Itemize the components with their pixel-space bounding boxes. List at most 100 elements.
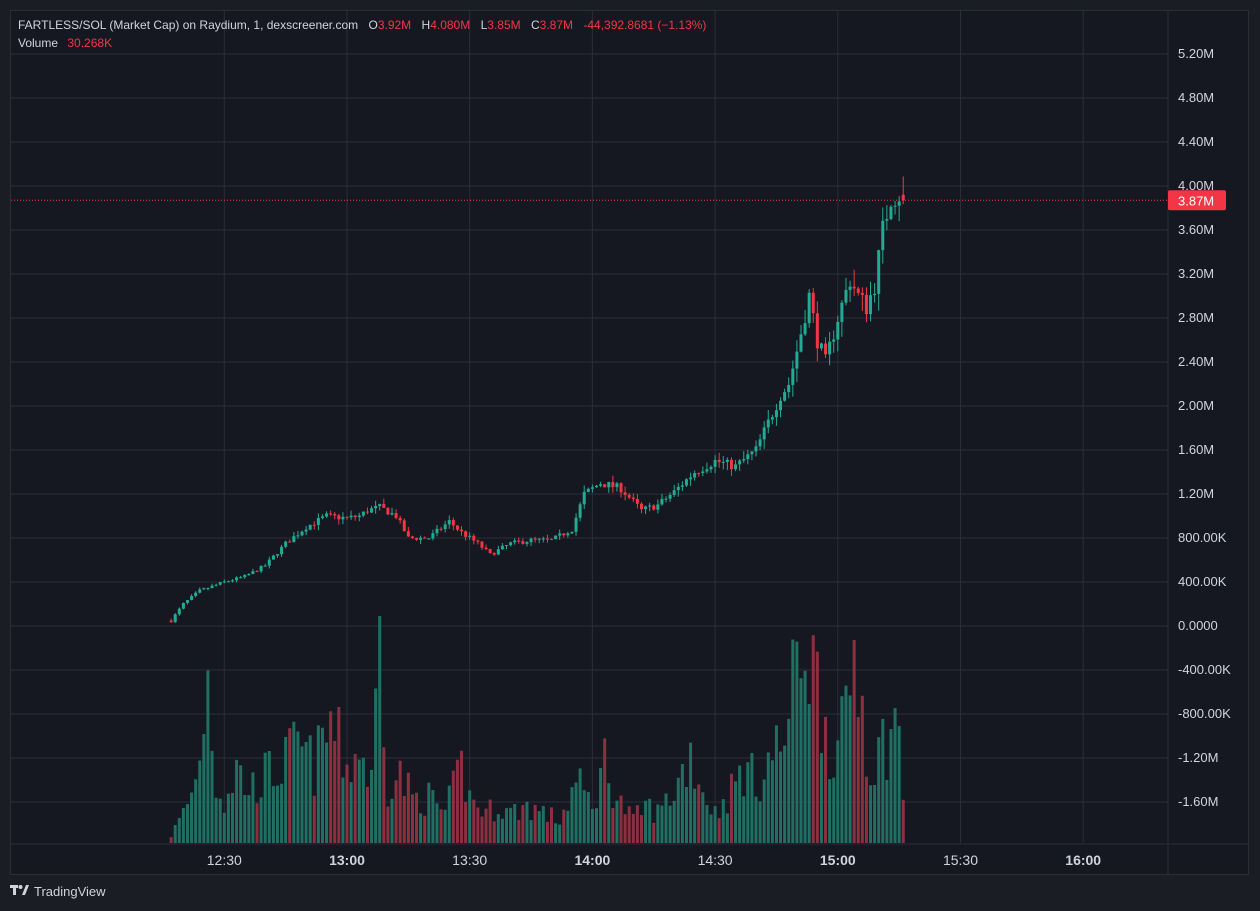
- candle-body: [893, 205, 897, 207]
- candle-body: [505, 545, 509, 547]
- candle-body: [488, 549, 492, 553]
- volume-bar: [443, 809, 447, 843]
- volume-bar: [304, 741, 308, 843]
- volume-bar: [296, 731, 300, 843]
- candle-body: [754, 446, 758, 452]
- volume-bar: [762, 779, 766, 843]
- candle-body: [705, 469, 709, 472]
- candle-body: [337, 515, 341, 520]
- candle-body: [226, 581, 230, 583]
- tradingview-footer[interactable]: TradingView: [10, 884, 106, 899]
- candle-body: [668, 494, 672, 499]
- volume-bar: [607, 783, 611, 843]
- candle-body: [185, 600, 189, 603]
- candle-body: [725, 459, 729, 462]
- candle-body: [795, 351, 799, 369]
- candle-body: [635, 498, 639, 504]
- candle-body: [877, 250, 881, 294]
- volume-bar: [676, 777, 680, 843]
- candle-body: [190, 596, 194, 601]
- time-tick-label: 14:00: [574, 852, 610, 868]
- candlestick-chart[interactable]: 5.20M 4.80M 4.40M 4.00M 3.60M 3.20M 2.80M 2.40M…: [0, 0, 1260, 880]
- volume-bar: [202, 734, 206, 843]
- volume-bar: [394, 780, 398, 843]
- volume-bar: [435, 803, 439, 843]
- volume-bar: [799, 678, 803, 843]
- volume-bar: [599, 767, 603, 843]
- volume-bar: [423, 815, 427, 843]
- candle-body: [852, 286, 856, 289]
- candle-body: [255, 571, 259, 573]
- candle-body: [210, 585, 214, 589]
- volume-bar: [251, 772, 255, 843]
- candle-body: [824, 343, 828, 355]
- candle-body: [558, 533, 562, 536]
- volume-bar: [308, 735, 312, 843]
- candle-body: [819, 343, 823, 349]
- price-axis[interactable]: 5.20M 4.80M 4.40M 4.00M 3.60M 3.20M 2.80M 2.40M…: [1178, 46, 1231, 809]
- close-value: 3.87M: [539, 18, 573, 32]
- volume-bar: [738, 765, 742, 843]
- volume-bar: [333, 740, 337, 843]
- volume-bar: [566, 810, 570, 843]
- open-label: O: [368, 18, 378, 32]
- price-tick-label: 4.80M: [1178, 90, 1214, 105]
- volume-bar: [627, 806, 631, 843]
- candle-body: [378, 503, 382, 507]
- volume-bar: [783, 745, 787, 843]
- candle-body: [664, 498, 668, 500]
- volume-label: Volume: [18, 36, 59, 50]
- candle-body: [697, 473, 701, 475]
- candle-body: [271, 555, 275, 560]
- volume-bar: [541, 806, 545, 843]
- candle-body: [848, 286, 852, 290]
- candle-body: [709, 466, 713, 470]
- symbol-legend[interactable]: FARTLESS/SOL (Market Cap) on Raydium, 1,…: [18, 18, 706, 32]
- volume-bar: [701, 792, 705, 843]
- candle-body: [415, 537, 419, 540]
- candle-body: [198, 589, 202, 593]
- candle-body: [419, 537, 423, 540]
- volume-bar: [406, 772, 410, 843]
- candle-body: [766, 419, 770, 428]
- candle-body: [349, 515, 353, 518]
- candle-body: [873, 293, 877, 296]
- candle-body: [513, 540, 517, 543]
- candle-body: [672, 490, 676, 495]
- chart-frame[interactable]: [10, 10, 1249, 875]
- symbol-title[interactable]: FARTLESS/SOL (Market Cap) on Raydium, 1,…: [18, 18, 359, 32]
- volume-bar: [341, 777, 345, 843]
- volume-bar: [881, 718, 885, 843]
- time-axis[interactable]: 12:30 13:00 13:30 14:00 14:30 15:00 15:30 16:00: [207, 852, 1102, 868]
- candle-body: [464, 531, 468, 537]
- volume-bar: [374, 688, 378, 843]
- volume-bar: [852, 639, 856, 843]
- candle-body: [648, 505, 652, 507]
- volume-bar: [729, 773, 733, 843]
- candle-body: [329, 513, 333, 515]
- time-tick-label: 13:00: [329, 852, 365, 868]
- candle-body: [689, 477, 693, 480]
- candle-body: [169, 620, 173, 623]
- candle-body: [386, 507, 390, 515]
- candle-body: [476, 540, 480, 542]
- price-tick-label: -400.00K: [1178, 662, 1231, 677]
- volume-bar: [574, 782, 578, 843]
- volume-bar: [856, 716, 860, 843]
- volume-bar: [623, 814, 627, 843]
- time-tick-label: 15:00: [820, 852, 856, 868]
- candle-body: [320, 516, 324, 518]
- time-tick-label: 16:00: [1065, 852, 1101, 868]
- volume-bar: [525, 801, 529, 843]
- candle-body: [578, 504, 582, 518]
- volume-legend[interactable]: Volume 30.268K: [18, 36, 112, 50]
- volume-bar: [791, 639, 795, 843]
- candle-body: [194, 592, 198, 597]
- candle-body: [357, 515, 361, 518]
- candle-body: [574, 517, 578, 532]
- volume-bar: [173, 824, 177, 843]
- candle-body: [750, 451, 754, 455]
- volume-bar: [840, 696, 844, 843]
- candle-body: [300, 531, 304, 536]
- volume-bar: [725, 813, 729, 843]
